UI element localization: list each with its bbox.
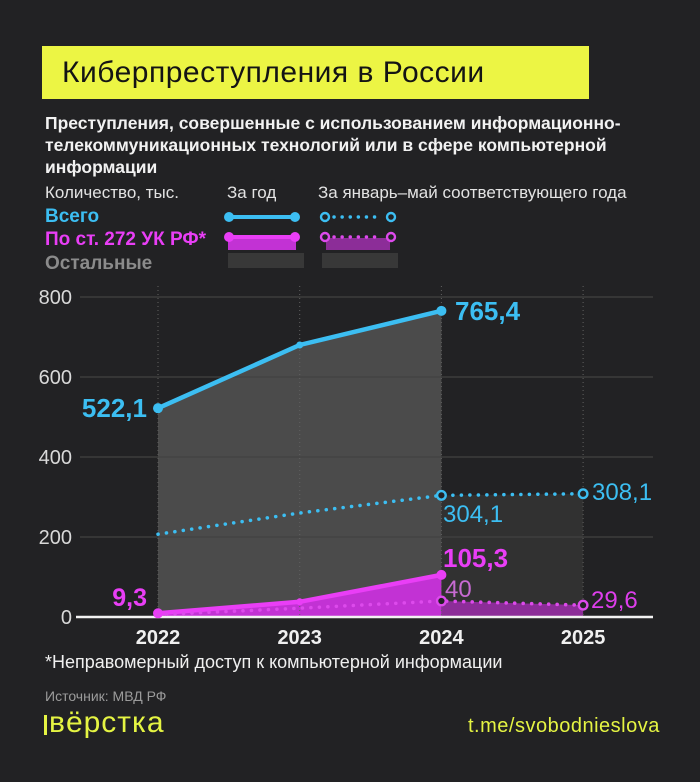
point-series3-2024 [435,595,447,607]
x-tick-label-2022: 2022 [136,627,181,649]
page-title: Киберпреступления в России [62,55,485,89]
source-note: Источник: МВД РФ [45,688,167,704]
legend-swatch-art272-year-icon [224,232,300,250]
point-series2-2024 [436,569,447,580]
title-box: Киберпреступления в России [42,46,589,99]
point-series2-2023 [296,598,304,606]
legend-swatch-others-janmay [322,253,398,268]
label-total-janmay-2024: 304,1 [443,501,504,528]
footnote: *Неправомерный доступ к компьютерной инф… [45,652,503,672]
y-tick-label-600: 600 [39,367,72,389]
legend-row-art272-label: По ст. 272 УК РФ* [45,229,207,250]
point-series0-2022 [153,403,163,414]
x-tick-label-2023: 2023 [277,627,322,649]
legend-swatch-total-janmay-icon [319,211,397,223]
legend-swatch-others-year [228,253,304,268]
y-tick-label-0: 0 [61,607,72,629]
y-tick-label-400: 400 [39,447,72,469]
x-tick-label-2024: 2024 [419,627,464,649]
legend-col-year-label: За год [227,183,277,202]
legend-col-janmay-label: За январь–май соответствующего года [318,183,627,202]
telegram-link[interactable]: t.me/svobodnieslova [468,715,660,737]
point-series1-2025 [577,488,589,500]
point-series3-2025 [577,599,589,611]
point-series0-2023 [296,341,304,349]
chart-area-1 [441,493,584,617]
label-art272-year-2024: 105,3 [443,543,509,573]
legend-row-others-label: Остальные [45,253,153,274]
point-series1-2024 [435,489,447,501]
chart-area-0 [158,310,442,617]
series-line-3 [156,599,585,617]
legend-row-total-label: Всего [45,206,100,227]
y-tick-label-800: 800 [39,287,72,309]
point-series0-2024 [436,305,447,316]
logo-text: вёрстка [49,706,165,739]
label-art272-janmay-2024: 40 [445,576,472,603]
label-total-janmay-2025: 308,1 [592,479,653,506]
legend-measure-label: Количество, тыс. [45,183,179,202]
label-art272-janmay-2025: 29,6 [591,587,638,614]
label-total-year-2022: 522,1 [81,393,147,423]
x-tick-label-2025: 2025 [561,627,606,649]
label-art272-year-2022: 9,3 [112,584,147,612]
subtitle: Преступления, совершенные с использовани… [45,113,621,178]
chart-area-2 [158,574,442,617]
legend-swatch-art272-janmay-icon [319,231,397,250]
verstka-logo: вёрстка [44,706,165,740]
series-line-1 [156,492,585,536]
y-tick-label-200: 200 [39,527,72,549]
label-total-year-2024: 765,4 [455,296,521,326]
legend-swatch-total-year-icon [224,212,300,222]
logo-bar-icon [44,715,47,735]
chart-canvas: 0 200 400 600 800 2022 2023 2024 2025 [39,286,653,649]
